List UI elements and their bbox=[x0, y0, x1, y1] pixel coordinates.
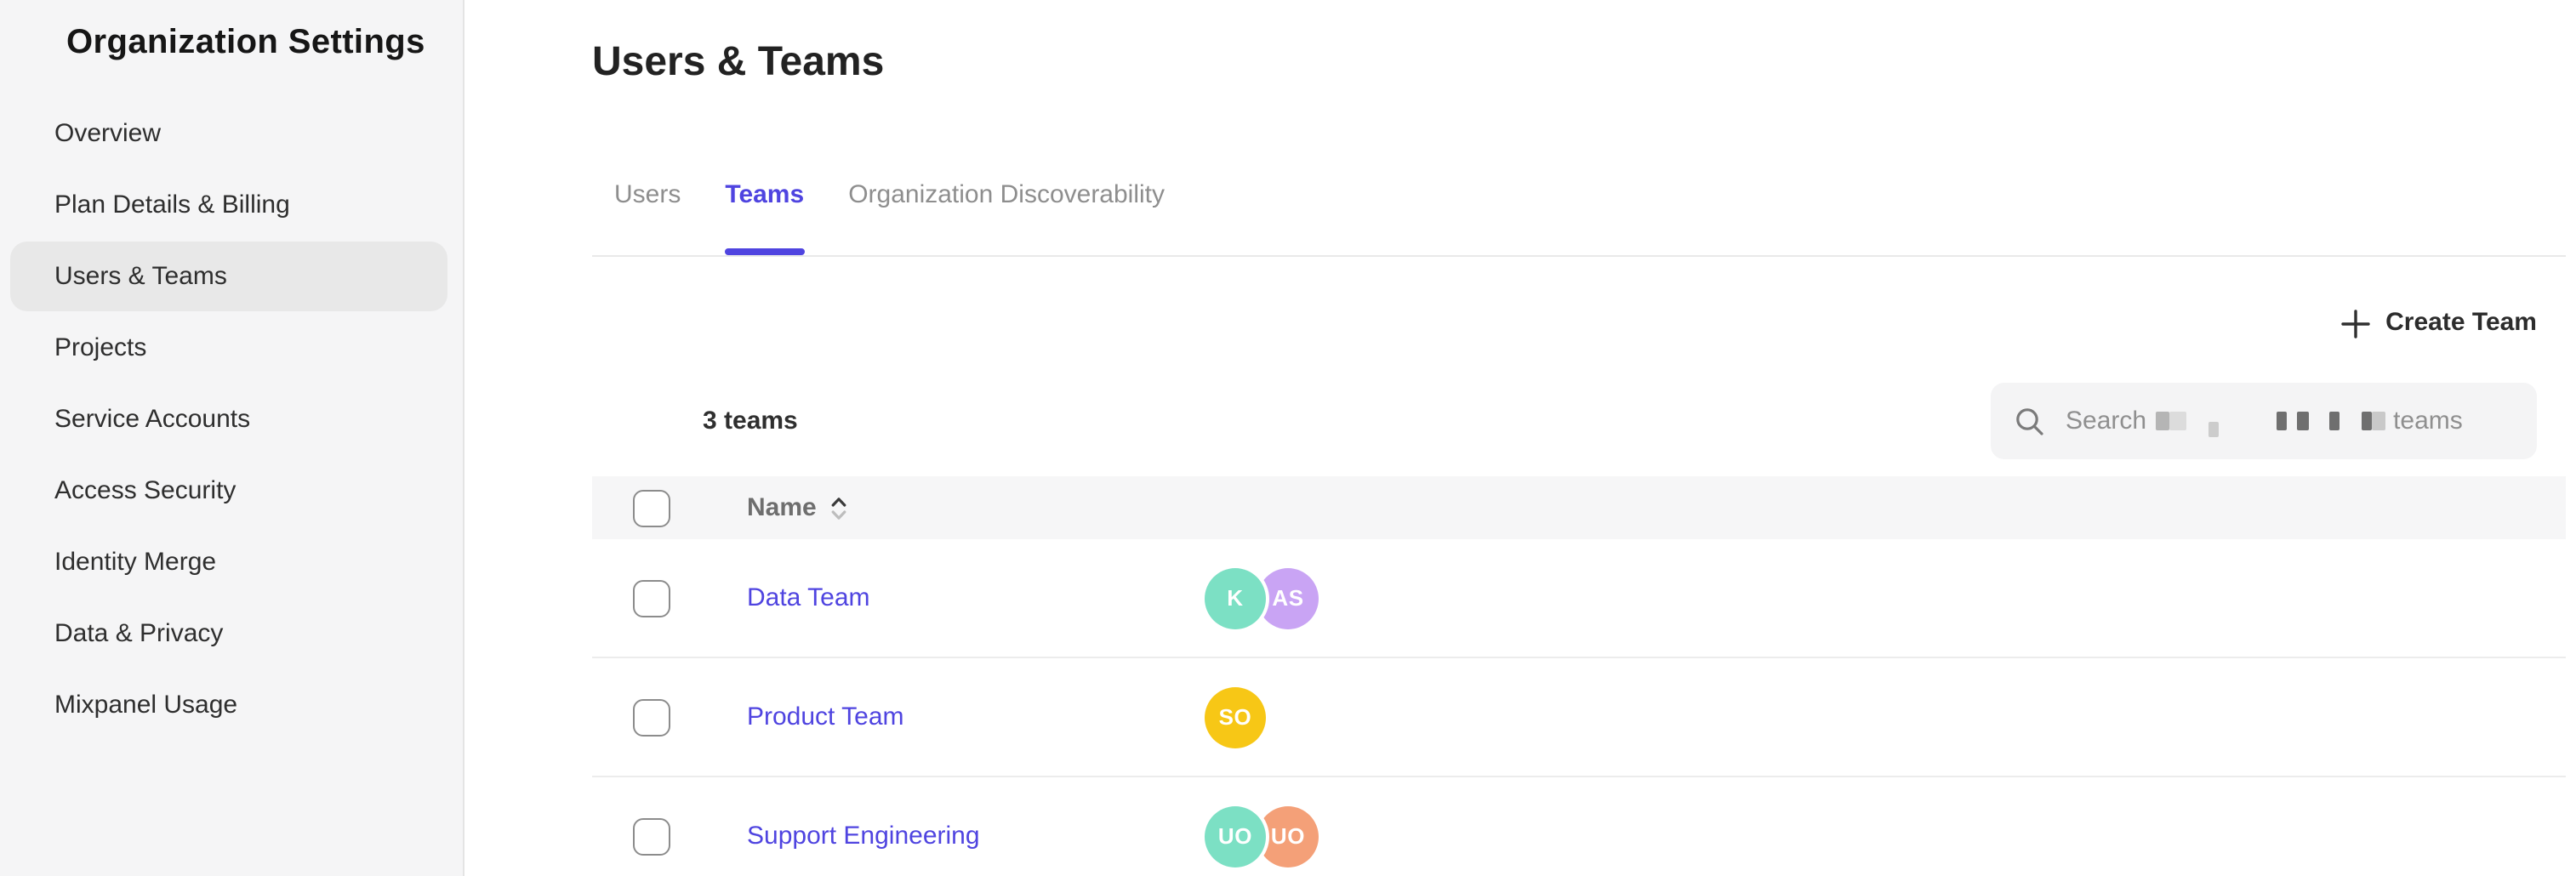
sidebar-item-mixpanel-usage[interactable]: Mixpanel Usage bbox=[10, 670, 447, 740]
member-avatar: K bbox=[1205, 567, 1266, 629]
create-team-label: Create Team bbox=[2385, 308, 2537, 337]
row-checkbox[interactable] bbox=[633, 817, 670, 855]
sidebar-item-service-accounts[interactable]: Service Accounts bbox=[10, 384, 447, 454]
name-column-header[interactable]: Name bbox=[747, 493, 1205, 522]
tab-organization-discoverability[interactable]: Organization Discoverability bbox=[848, 180, 1165, 255]
sidebar-item-access-security[interactable]: Access Security bbox=[10, 456, 447, 526]
name-header-label: Name bbox=[747, 493, 817, 522]
row-checkbox[interactable] bbox=[633, 579, 670, 617]
sidebar-item-plan-details-billing[interactable]: Plan Details & Billing bbox=[10, 170, 447, 240]
main-content: Users & Teams Users Teams Organization D… bbox=[464, 0, 2576, 876]
actions-row: Create Team bbox=[592, 304, 2537, 342]
member-avatars: SO bbox=[1205, 686, 1266, 748]
row-checkbox[interactable] bbox=[633, 698, 670, 736]
tab-users[interactable]: Users bbox=[614, 180, 681, 255]
member-avatar: UO bbox=[1257, 805, 1319, 867]
teams-search-input[interactable]: Search teams bbox=[1991, 383, 2537, 459]
sidebar-item-label: Identity Merge bbox=[54, 548, 217, 577]
sidebar: Organization Settings Overview Plan Deta… bbox=[0, 0, 464, 876]
tab-label: Users bbox=[614, 180, 681, 209]
sidebar-item-projects[interactable]: Projects bbox=[10, 313, 447, 383]
team-name-link[interactable]: Support Engineering bbox=[747, 822, 980, 850]
search-icon bbox=[2016, 407, 2043, 435]
table-body: Data Team K AS Product Team SO Support En… bbox=[592, 539, 2566, 876]
teams-table: Name Data Team K AS Product Team SO Suppo… bbox=[592, 476, 2566, 876]
sidebar-item-identity-merge[interactable]: Identity Merge bbox=[10, 527, 447, 597]
toolbar: 3 teams Search teams bbox=[592, 383, 2537, 459]
sidebar-item-label: Plan Details & Billing bbox=[54, 191, 290, 219]
teams-count: 3 teams bbox=[703, 407, 798, 435]
plus-icon bbox=[2341, 309, 2370, 338]
team-name-link[interactable]: Product Team bbox=[747, 703, 904, 731]
table-row: Product Team SO bbox=[592, 658, 2566, 777]
select-all-checkbox[interactable] bbox=[633, 489, 670, 526]
sort-icon bbox=[831, 497, 846, 519]
sidebar-item-overview[interactable]: Overview bbox=[10, 99, 447, 168]
redacted-block bbox=[2361, 412, 2372, 430]
tab-label: Organization Discoverability bbox=[848, 180, 1165, 209]
redacted-block bbox=[2276, 412, 2287, 430]
tab-teams[interactable]: Teams bbox=[725, 180, 805, 255]
sidebar-item-label: Access Security bbox=[54, 476, 237, 505]
redacted-block bbox=[2155, 412, 2169, 430]
redacted-block bbox=[2169, 412, 2186, 430]
redacted-block bbox=[2371, 412, 2385, 430]
sidebar-item-label: Service Accounts bbox=[54, 405, 251, 434]
member-avatar: SO bbox=[1205, 686, 1266, 748]
sidebar-nav: Overview Plan Details & Billing Users & … bbox=[0, 99, 463, 740]
search-placeholder: Search teams bbox=[2066, 407, 2463, 437]
sidebar-item-label: Mixpanel Usage bbox=[54, 691, 238, 720]
active-tab-underline bbox=[725, 248, 805, 255]
create-team-button[interactable]: Create Team bbox=[2341, 304, 2537, 342]
member-avatar: UO bbox=[1205, 805, 1266, 867]
placeholder-text: teams bbox=[2393, 407, 2463, 435]
member-avatar: AS bbox=[1257, 567, 1319, 629]
sidebar-item-label: Overview bbox=[54, 119, 162, 148]
tab-label: Teams bbox=[725, 180, 805, 209]
tabs-bar: Users Teams Organization Discoverability bbox=[592, 180, 2566, 257]
sidebar-title: Organization Settings bbox=[66, 24, 425, 61]
team-name-link[interactable]: Data Team bbox=[747, 583, 870, 612]
member-avatars: K AS bbox=[1205, 567, 1319, 629]
table-row: Support Engineering UO UO bbox=[592, 777, 2566, 876]
sidebar-item-label: Projects bbox=[54, 333, 147, 362]
sidebar-item-data-privacy[interactable]: Data & Privacy bbox=[10, 599, 447, 668]
sidebar-item-label: Data & Privacy bbox=[54, 619, 224, 648]
page-title: Users & Teams bbox=[592, 39, 885, 85]
redacted-block bbox=[2296, 412, 2309, 430]
member-avatars: UO UO bbox=[1205, 805, 1319, 867]
redacted-block bbox=[2208, 422, 2219, 437]
table-header: Name bbox=[592, 476, 2566, 539]
table-row: Data Team K AS bbox=[592, 539, 2566, 658]
redacted-block bbox=[2328, 412, 2339, 430]
placeholder-text: Search bbox=[2066, 407, 2147, 435]
sidebar-item-users-teams[interactable]: Users & Teams bbox=[10, 242, 447, 311]
sidebar-item-label: Users & Teams bbox=[54, 262, 227, 291]
